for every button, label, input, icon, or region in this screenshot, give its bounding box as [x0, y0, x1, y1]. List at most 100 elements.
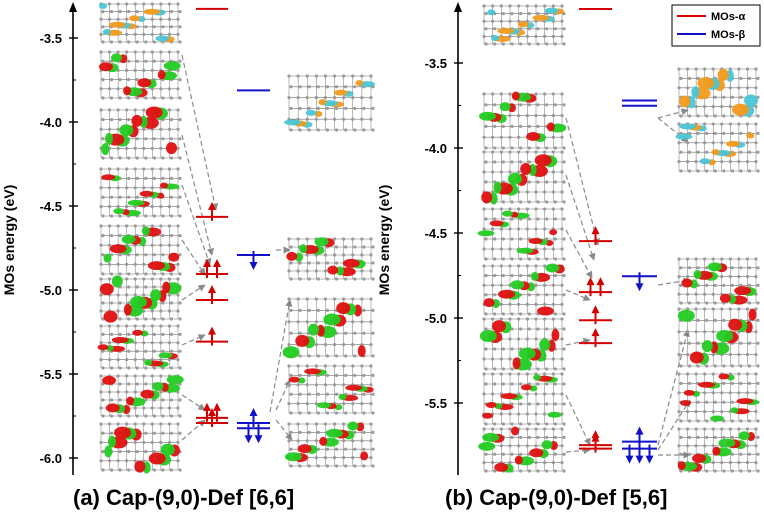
carbon-atom — [159, 390, 163, 394]
carbon-atom — [545, 469, 549, 473]
carbon-atom — [360, 402, 364, 406]
carbon-atom — [730, 95, 734, 99]
carbon-atom — [107, 358, 112, 362]
carbon-atom — [371, 392, 375, 396]
carbon-atom — [332, 74, 337, 78]
carbon-atom — [116, 108, 120, 112]
energy-levels — [196, 7, 657, 464]
carbon-atom — [525, 427, 529, 431]
carbon-atom — [323, 269, 328, 273]
carbon-atom — [508, 227, 512, 231]
carbon-atom — [133, 68, 137, 72]
carbon-atom — [305, 364, 309, 368]
carbon-atom — [289, 128, 293, 132]
carbon-atom — [150, 17, 154, 21]
carbon-atom — [307, 373, 311, 377]
carbon-atom — [705, 318, 709, 322]
carbon-atom — [711, 372, 715, 376]
panel-0-orbital-structure-6 — [97, 324, 182, 370]
carbon-atom — [730, 452, 734, 456]
carbon-atom — [305, 422, 309, 426]
carbon-atom — [360, 237, 364, 241]
carbon-atom — [161, 332, 165, 336]
carbon-atom — [360, 364, 364, 368]
carbon-atom — [551, 317, 555, 321]
carbon-atom — [161, 398, 165, 402]
carbon-atom — [142, 293, 146, 297]
carbon-atom — [728, 275, 732, 279]
orbital-lobe-occupied — [327, 265, 339, 275]
carbon-atom — [510, 435, 514, 439]
carbon-atom — [560, 337, 564, 341]
carbon-atom — [332, 237, 337, 241]
carbon-atom — [527, 200, 531, 204]
carbon-atom — [101, 450, 105, 454]
carbon-atom — [536, 124, 540, 128]
panel-1-beta-electron-4-2 — [645, 444, 654, 464]
carbon-atom — [118, 450, 122, 454]
carbon-atom — [562, 327, 566, 331]
carbon-atom — [99, 243, 103, 247]
carbon-atom — [127, 195, 131, 199]
carbon-atom — [482, 92, 486, 96]
carbon-atom — [144, 382, 148, 386]
carbon-atom — [323, 74, 328, 78]
carbon-atom — [176, 17, 180, 21]
carbon-atom — [527, 217, 531, 221]
carbon-atom — [560, 392, 564, 396]
carbon-atom — [519, 452, 523, 456]
carbon-atom — [756, 364, 760, 368]
carbon-atom — [493, 160, 497, 164]
carbon-atom — [499, 247, 503, 251]
carbon-atom — [101, 431, 105, 435]
spin-head — [208, 326, 216, 335]
carbon-atom — [125, 374, 129, 378]
carbon-atom — [101, 272, 105, 276]
carbon-atom — [525, 4, 529, 8]
carbon-atom — [369, 383, 373, 387]
carbon-atom — [562, 237, 566, 241]
panel-1-y-axis-arrow — [454, 2, 462, 12]
carbon-atom — [747, 381, 752, 385]
carbon-atom — [167, 406, 172, 410]
carbon-atom — [289, 464, 293, 468]
panel-1-orbital-structure-3 — [477, 207, 566, 261]
carbon-atom — [679, 435, 683, 439]
carbon-atom — [298, 308, 302, 312]
carbon-atom — [685, 160, 690, 164]
carbon-atom — [711, 391, 715, 395]
orbital-lobe-occupied — [499, 102, 511, 112]
carbon-atom — [178, 332, 182, 336]
carbon-atom — [499, 4, 503, 8]
carbon-atom — [101, 59, 105, 63]
carbon-atom — [99, 205, 103, 209]
carbon-atom — [536, 42, 540, 46]
orbital-lobe-occupied — [680, 400, 692, 407]
carbon-atom — [711, 141, 715, 145]
carbon-atom — [316, 354, 320, 358]
carbon-atom — [519, 146, 523, 150]
orbital-lobe-occupied — [520, 162, 532, 175]
carbon-atom — [150, 224, 154, 228]
carbon-atom — [756, 131, 760, 135]
carbon-atom — [551, 247, 555, 251]
carbon-atom — [739, 364, 743, 368]
carbon-atom — [178, 25, 182, 29]
carbon-atom — [482, 227, 486, 231]
carbon-atom — [289, 411, 293, 415]
carbon-atom — [713, 283, 717, 287]
carbon-atom — [351, 402, 355, 406]
carbon-atom — [517, 317, 521, 321]
carbon-atom — [133, 324, 137, 328]
carbon-atom — [745, 160, 750, 164]
carbon-atom — [543, 207, 547, 211]
carbon-atom — [491, 92, 495, 96]
carbon-atom — [499, 170, 503, 174]
carbon-atom — [167, 2, 172, 6]
carbon-atom — [323, 422, 328, 426]
carbon-atom — [722, 318, 726, 322]
carbon-atom — [551, 302, 555, 306]
carbon-atom — [501, 146, 505, 150]
carbon-atom — [371, 128, 375, 132]
